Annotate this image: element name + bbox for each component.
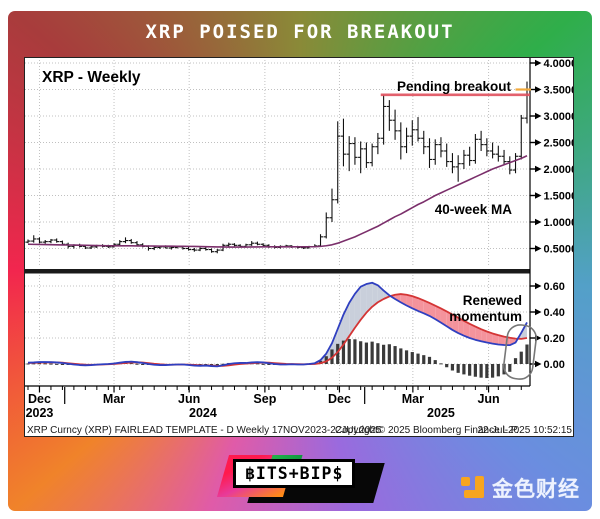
svg-text:Dec: Dec — [28, 392, 51, 406]
bits-bips-logo: ฿ITS+BIP$ — [216, 455, 385, 503]
x-axis: Dec Mar Jun Sep Dec Mar Jun 2023 2024 2025 — [25, 385, 530, 420]
svg-text:2023: 2023 — [26, 406, 54, 420]
resistance-and-last-price — [380, 88, 531, 97]
price-momentum-chart: Dec Mar Jun Sep Dec Mar Jun 2023 2024 2025 4.0000… — [25, 58, 577, 436]
renewed-momentum-annotation-line1: Renewed — [463, 293, 522, 308]
ohlc-bars — [25, 81, 530, 254]
gradient-frame: XRP POISED FOR BREAKOUT Dec Mar Jun Sep Dec M… — [8, 11, 592, 511]
footer-copyright: Copyright© 2025 Bloomberg Finance L.P. — [335, 425, 519, 436]
golden-finance-logo: 金色财经 — [461, 473, 580, 503]
renewed-momentum-annotation-line2: momentum — [449, 309, 522, 324]
footer-ticker-info: XRP Curncy (XRP) FAIRLEAD TEMPLATE - D W… — [27, 425, 382, 436]
pending-breakout-annotation: Pending breakout — [397, 79, 512, 94]
svg-text:Mar: Mar — [402, 392, 424, 406]
bits-bips-wordmark: ฿ITS+BIP$ — [233, 459, 356, 488]
svg-text:Jun: Jun — [477, 392, 499, 406]
svg-text:Mar: Mar — [103, 392, 125, 406]
svg-text:0.40: 0.40 — [544, 307, 565, 319]
ma-annotation: 40-week MA — [435, 202, 513, 217]
golden-finance-icon — [461, 476, 485, 500]
chart-panel: Dec Mar Jun Sep Dec Mar Jun 2023 2024 2025 4.0000… — [24, 57, 577, 437]
svg-text:Sep: Sep — [253, 392, 276, 406]
svg-text:2025: 2025 — [427, 406, 455, 420]
gridlines — [25, 60, 530, 384]
footer-timestamp: 22-Jul-2025 10:52:15 — [477, 425, 572, 436]
svg-text:0.20: 0.20 — [544, 333, 565, 345]
momentum-indicator — [26, 281, 529, 379]
moving-average-line — [27, 155, 528, 248]
golden-finance-wordmark: 金色财经 — [492, 478, 580, 501]
svg-text:0.00: 0.00 — [544, 359, 565, 371]
svg-text:2024: 2024 — [189, 406, 217, 420]
panel-title: XRP - Weekly — [42, 69, 141, 86]
highlight-capsule — [503, 324, 537, 380]
page-title: XRP POISED FOR BREAKOUT — [145, 21, 455, 43]
panel-divider — [25, 269, 530, 274]
svg-text:Jun: Jun — [178, 392, 200, 406]
svg-text:0.60: 0.60 — [544, 281, 565, 293]
bottom-banner: ฿ITS+BIP$ 金色财经 — [8, 437, 592, 511]
svg-text:Dec: Dec — [328, 392, 351, 406]
chart-labels: XRP - Weekly Pending breakout 40-week MA… — [27, 69, 572, 436]
